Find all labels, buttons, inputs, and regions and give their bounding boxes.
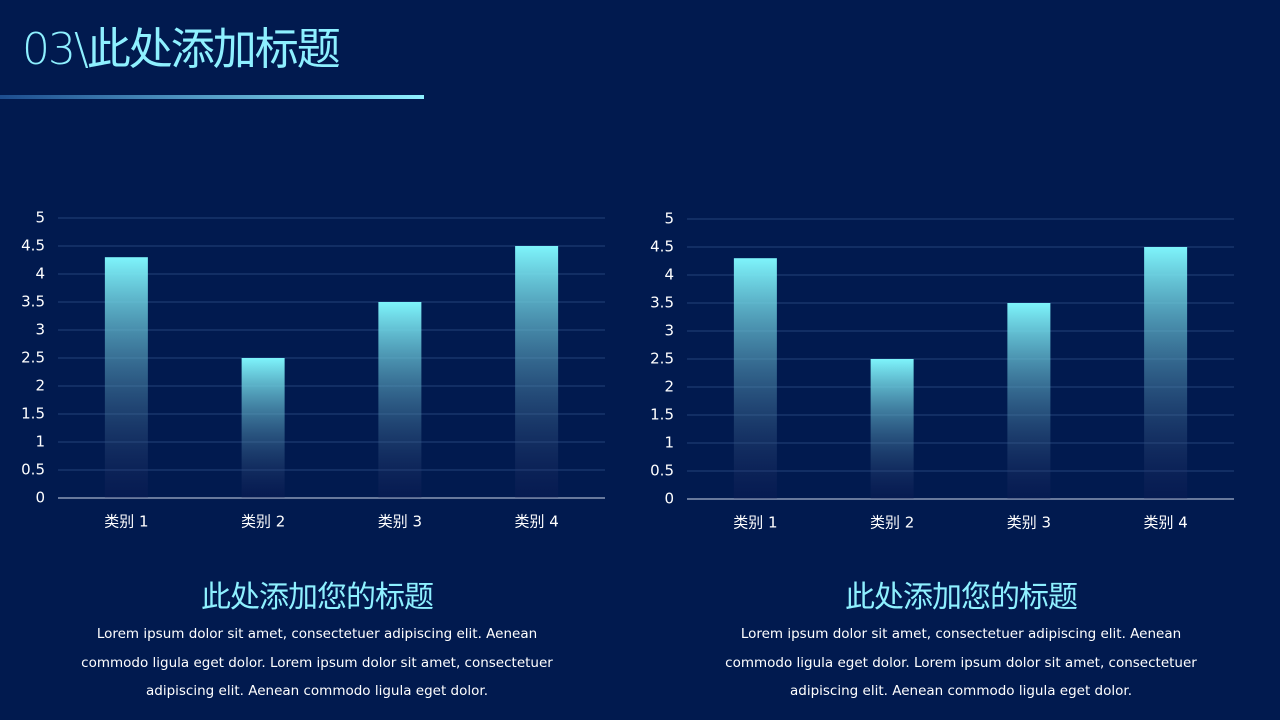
- y-tick-label: 4.5: [650, 238, 674, 256]
- x-tick-label: 类别 4: [1143, 514, 1187, 532]
- y-tick-label: 0: [664, 490, 674, 508]
- caption-title: 此处添加您的标题: [845, 580, 1078, 615]
- y-tick-label: 3: [664, 322, 674, 340]
- x-tick-label: 类别 4: [514, 513, 558, 531]
- y-tick-label: 3.5: [650, 294, 674, 312]
- y-tick-label: 0.5: [650, 462, 674, 480]
- y-tick-label: 4: [35, 265, 45, 283]
- y-tick-label: 3: [35, 321, 45, 339]
- x-tick-label: 类别 3: [1007, 514, 1051, 532]
- y-tick-label: 4: [664, 266, 674, 284]
- y-tick-label: 1: [664, 434, 674, 452]
- x-tick-label: 类别 1: [733, 514, 777, 532]
- x-tick-label: 类别 2: [241, 513, 285, 531]
- y-tick-label: 2.5: [650, 350, 674, 368]
- y-tick-label: 5: [35, 209, 45, 227]
- bar: [733, 258, 777, 499]
- y-tick-label: 2: [35, 377, 45, 395]
- bar: [241, 358, 285, 498]
- bar: [870, 359, 914, 499]
- caption-body: Lorem ipsum dolor sit amet, consectetuer…: [81, 626, 553, 699]
- y-tick-label: 3.5: [21, 293, 45, 311]
- y-tick-label: 1: [35, 433, 45, 451]
- y-tick-label: 1.5: [650, 406, 674, 424]
- bar: [1144, 247, 1188, 499]
- y-tick-label: 0.5: [21, 461, 45, 479]
- bar: [378, 302, 422, 498]
- y-tick-label: 5: [664, 210, 674, 228]
- x-tick-label: 类别 1: [104, 513, 148, 531]
- bar: [515, 246, 559, 498]
- caption-title: 此处添加您的标题: [201, 580, 434, 615]
- title-underline: [0, 95, 424, 99]
- page-title: 03\此处添加标题: [22, 24, 340, 75]
- y-tick-label: 4.5: [21, 237, 45, 255]
- x-tick-label: 类别 2: [870, 514, 914, 532]
- bar: [1007, 303, 1051, 499]
- y-tick-label: 1.5: [21, 405, 45, 423]
- y-tick-label: 2.5: [21, 349, 45, 367]
- y-tick-label: 2: [664, 378, 674, 396]
- bar: [104, 257, 148, 498]
- caption-body: Lorem ipsum dolor sit amet, consectetuer…: [725, 626, 1197, 699]
- x-tick-label: 类别 3: [378, 513, 422, 531]
- y-tick-label: 0: [35, 489, 45, 507]
